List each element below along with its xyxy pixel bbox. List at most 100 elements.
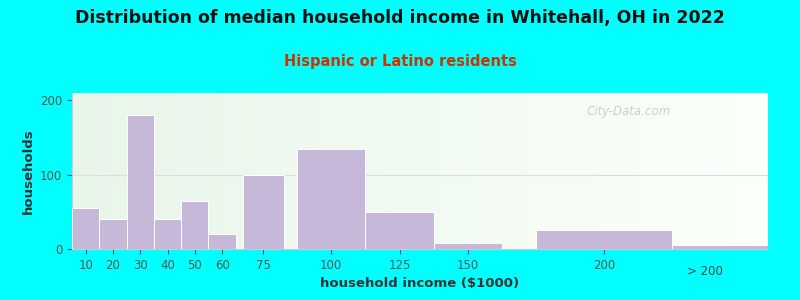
Bar xyxy=(159,93,162,249)
Bar xyxy=(358,93,361,249)
Bar xyxy=(417,93,420,249)
Bar xyxy=(93,93,96,249)
Bar xyxy=(309,93,312,249)
Bar xyxy=(702,93,706,249)
Bar xyxy=(587,93,590,249)
Bar xyxy=(536,230,673,249)
Bar xyxy=(294,93,298,249)
Bar xyxy=(535,93,538,249)
Bar xyxy=(629,93,632,249)
Bar xyxy=(410,93,413,249)
Bar xyxy=(343,93,347,249)
Bar xyxy=(698,93,702,249)
Bar xyxy=(257,93,260,249)
Bar xyxy=(291,93,294,249)
Bar xyxy=(493,93,497,249)
Bar xyxy=(100,93,103,249)
Bar xyxy=(347,93,350,249)
Bar xyxy=(263,93,267,249)
Bar xyxy=(389,93,392,249)
Bar xyxy=(340,93,343,249)
Bar xyxy=(154,219,181,249)
Bar xyxy=(350,93,354,249)
Bar xyxy=(201,93,204,249)
Bar xyxy=(482,93,486,249)
Bar xyxy=(198,93,201,249)
Bar xyxy=(583,93,587,249)
Bar xyxy=(118,93,121,249)
Bar xyxy=(667,93,670,249)
Bar xyxy=(242,175,283,249)
Bar xyxy=(626,93,629,249)
Bar xyxy=(562,93,566,249)
Bar xyxy=(218,93,222,249)
Bar xyxy=(486,93,490,249)
Bar xyxy=(79,93,82,249)
Bar xyxy=(392,93,396,249)
Bar xyxy=(744,93,747,249)
Bar xyxy=(274,93,278,249)
Bar xyxy=(722,93,726,249)
Bar xyxy=(208,93,211,249)
Bar xyxy=(636,93,639,249)
Bar xyxy=(368,93,371,249)
Bar xyxy=(246,93,250,249)
Bar xyxy=(472,93,476,249)
Bar xyxy=(364,93,368,249)
Bar xyxy=(434,93,438,249)
Bar xyxy=(678,93,681,249)
Bar xyxy=(430,93,434,249)
Bar xyxy=(754,93,758,249)
Bar xyxy=(374,93,378,249)
Bar xyxy=(420,93,423,249)
Bar xyxy=(284,93,288,249)
Bar xyxy=(253,93,257,249)
Bar xyxy=(260,93,263,249)
Bar xyxy=(406,93,410,249)
Bar xyxy=(86,93,90,249)
Bar xyxy=(90,93,93,249)
Bar xyxy=(354,93,358,249)
Bar xyxy=(315,93,319,249)
Bar xyxy=(176,93,180,249)
Bar xyxy=(719,93,722,249)
Bar xyxy=(312,93,315,249)
Bar xyxy=(466,93,469,249)
Bar xyxy=(183,93,187,249)
Bar xyxy=(734,93,737,249)
Bar xyxy=(330,93,333,249)
Bar xyxy=(319,93,322,249)
Bar xyxy=(96,93,100,249)
Bar xyxy=(423,93,427,249)
Bar xyxy=(761,93,765,249)
Bar xyxy=(632,93,636,249)
Bar xyxy=(267,93,270,249)
Bar xyxy=(476,93,479,249)
Bar xyxy=(688,93,691,249)
Bar xyxy=(382,93,386,249)
Bar xyxy=(297,149,366,249)
Bar xyxy=(670,93,674,249)
Bar xyxy=(209,234,236,249)
Bar xyxy=(500,93,503,249)
Bar xyxy=(142,93,145,249)
Bar xyxy=(709,93,712,249)
Bar xyxy=(577,93,580,249)
Bar xyxy=(706,93,709,249)
Bar xyxy=(611,93,615,249)
Bar xyxy=(110,93,114,249)
Bar xyxy=(305,93,309,249)
Bar xyxy=(302,93,305,249)
Bar xyxy=(664,93,667,249)
Bar xyxy=(712,93,716,249)
Bar xyxy=(131,93,134,249)
Bar xyxy=(126,115,154,249)
Bar xyxy=(546,93,549,249)
Bar xyxy=(187,93,190,249)
Bar xyxy=(518,93,521,249)
Bar xyxy=(618,93,622,249)
Bar xyxy=(239,93,242,249)
Bar xyxy=(152,93,155,249)
Bar xyxy=(103,93,106,249)
Bar xyxy=(235,93,239,249)
